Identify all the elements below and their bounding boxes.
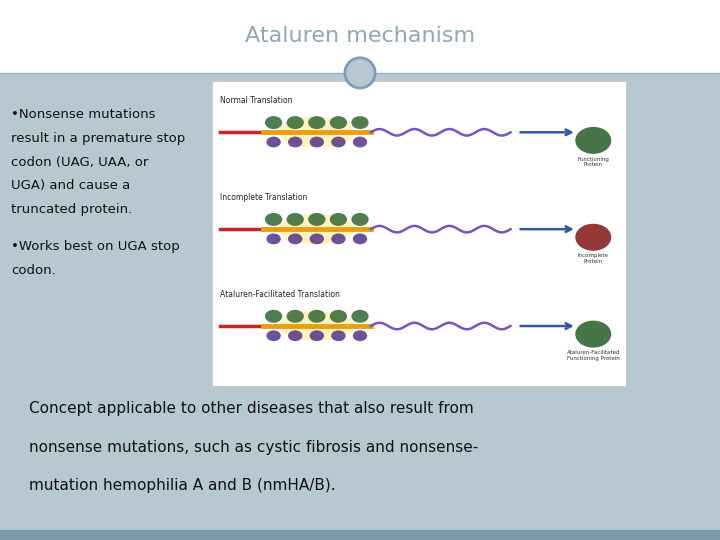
Circle shape xyxy=(266,233,281,244)
Circle shape xyxy=(287,310,304,323)
Circle shape xyxy=(310,137,324,147)
Text: Incomplete
Protein: Incomplete Protein xyxy=(578,253,608,264)
Circle shape xyxy=(331,233,346,244)
Circle shape xyxy=(351,310,369,323)
Circle shape xyxy=(351,213,369,226)
Text: Normal Translation: Normal Translation xyxy=(220,96,292,105)
Circle shape xyxy=(266,330,281,341)
FancyBboxPatch shape xyxy=(212,81,626,386)
Circle shape xyxy=(575,321,611,348)
Circle shape xyxy=(353,330,367,341)
Circle shape xyxy=(287,116,304,129)
Text: result in a premature stop: result in a premature stop xyxy=(11,132,185,145)
Circle shape xyxy=(266,137,281,147)
Text: •Works best on UGA stop: •Works best on UGA stop xyxy=(11,240,179,253)
Circle shape xyxy=(575,127,611,154)
Circle shape xyxy=(288,233,302,244)
Text: codon (UAG, UAA, or: codon (UAG, UAA, or xyxy=(11,156,148,168)
Circle shape xyxy=(310,233,324,244)
Text: nonsense mutations, such as cystic fibrosis and nonsense-: nonsense mutations, such as cystic fibro… xyxy=(29,440,478,455)
Ellipse shape xyxy=(279,118,355,147)
Text: Ataluren-Facilitated Translation: Ataluren-Facilitated Translation xyxy=(220,290,339,299)
Ellipse shape xyxy=(345,58,375,88)
Circle shape xyxy=(265,116,282,129)
Text: UGA) and cause a: UGA) and cause a xyxy=(11,179,130,192)
Text: Incomplete Translation: Incomplete Translation xyxy=(220,193,307,202)
Text: codon.: codon. xyxy=(11,264,55,277)
Circle shape xyxy=(265,213,282,226)
Circle shape xyxy=(288,330,302,341)
Text: Functioning
Protein: Functioning Protein xyxy=(577,157,609,167)
Text: mutation hemophilia A and B (nmHA/B).: mutation hemophilia A and B (nmHA/B). xyxy=(29,478,336,494)
Circle shape xyxy=(288,137,302,147)
Text: Concept applicable to other diseases that also result from: Concept applicable to other diseases tha… xyxy=(29,401,474,416)
FancyBboxPatch shape xyxy=(0,0,720,73)
Circle shape xyxy=(353,233,367,244)
Circle shape xyxy=(351,116,369,129)
Circle shape xyxy=(265,310,282,323)
Text: •Nonsense mutations: •Nonsense mutations xyxy=(11,108,156,121)
Text: truncated protein.: truncated protein. xyxy=(11,203,132,216)
Circle shape xyxy=(575,224,611,251)
Circle shape xyxy=(353,137,367,147)
Text: Ataluren-Facilitated
Functioning Protein: Ataluren-Facilitated Functioning Protein xyxy=(567,350,620,361)
Text: Ataluren mechanism: Ataluren mechanism xyxy=(245,26,475,46)
Ellipse shape xyxy=(279,311,355,341)
Circle shape xyxy=(310,330,324,341)
Circle shape xyxy=(330,213,347,226)
Circle shape xyxy=(331,330,346,341)
Circle shape xyxy=(330,116,347,129)
Circle shape xyxy=(287,213,304,226)
Circle shape xyxy=(308,116,325,129)
FancyBboxPatch shape xyxy=(0,530,720,540)
Ellipse shape xyxy=(279,214,355,244)
Circle shape xyxy=(330,310,347,323)
Circle shape xyxy=(308,310,325,323)
Circle shape xyxy=(331,137,346,147)
Circle shape xyxy=(308,213,325,226)
